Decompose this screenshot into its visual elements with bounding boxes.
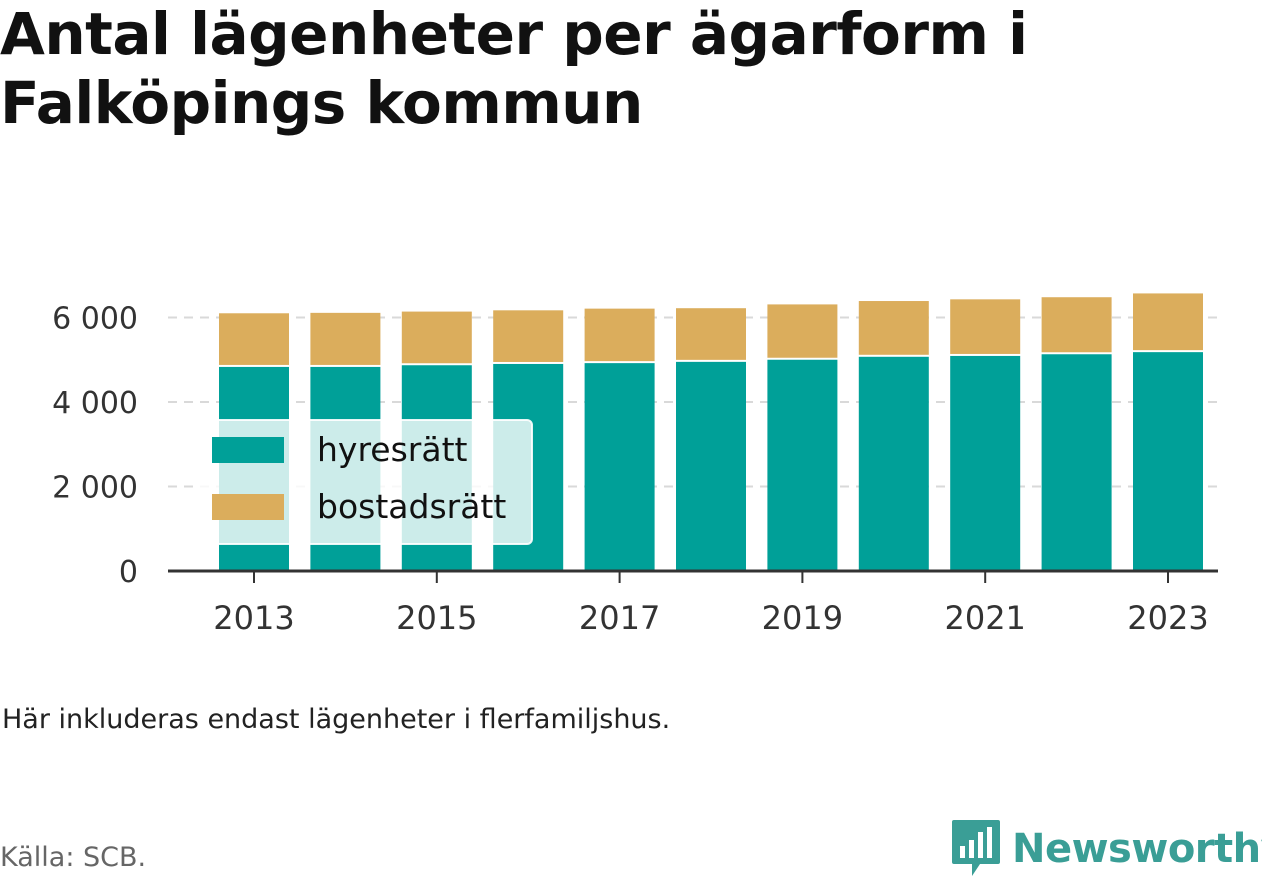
legend-label: hyresrätt — [317, 430, 468, 469]
bar-bostadsratt — [493, 310, 564, 362]
bar-bostadsratt — [584, 308, 655, 362]
bar-bostadsratt — [676, 308, 746, 360]
y-tick-label: 2 000 — [52, 471, 138, 506]
legend-swatch — [212, 437, 284, 463]
bar-bostadsratt — [219, 313, 289, 365]
bar-hyresratt — [676, 361, 746, 571]
bar-chart-speech-bubble-icon — [952, 820, 1000, 876]
x-tick-label: 2017 — [579, 599, 660, 637]
chart-title: Antal lägenheter per ägarform i Falköpin… — [0, 0, 1140, 138]
y-tick-label: 6 000 — [52, 302, 138, 337]
x-tick-label: 2013 — [213, 599, 294, 637]
x-tick-label: 2015 — [396, 599, 477, 637]
chart-title-line-1: Antal lägenheter per ägarform i — [0, 0, 1028, 68]
bar-hyresratt — [1041, 354, 1112, 571]
bar-bostadsratt — [950, 299, 1021, 354]
bar-bostadsratt — [858, 301, 929, 355]
chart-title-line-2: Falköpings kommun — [0, 69, 643, 137]
x-tick-label: 2021 — [944, 599, 1025, 637]
stacked-bar-chart: 0 2 000 4 000 6 000 2013 2015 2017 2019 2021 2023… — [52, 293, 1218, 637]
bar-hyresratt — [858, 356, 929, 571]
legend-label: bostadsrätt — [317, 487, 506, 526]
bar-bostadsratt — [1041, 297, 1112, 353]
bar-bostadsratt — [767, 304, 838, 358]
bar-bostadsratt — [401, 311, 472, 364]
brand-name: Newsworthy — [1012, 826, 1262, 872]
source-credit: Källa: SCB. — [0, 842, 147, 873]
bar-hyresratt — [767, 359, 838, 571]
bar-bostadsratt — [1133, 293, 1203, 351]
x-tick-label: 2023 — [1127, 599, 1208, 637]
bar-bostadsratt — [310, 312, 381, 365]
y-tick-label: 4 000 — [52, 386, 138, 421]
x-tick-label: 2019 — [762, 599, 843, 637]
bar-hyresratt — [584, 363, 655, 571]
newsworthy-logo: Newsworthy — [950, 818, 1262, 880]
bar-hyresratt — [950, 355, 1021, 571]
bar-hyresratt — [1133, 352, 1203, 571]
legend-swatch — [212, 494, 284, 520]
chart-note: Här inkluderas endast lägenheter i flerf… — [2, 704, 671, 735]
y-tick-label: 0 — [119, 555, 138, 590]
